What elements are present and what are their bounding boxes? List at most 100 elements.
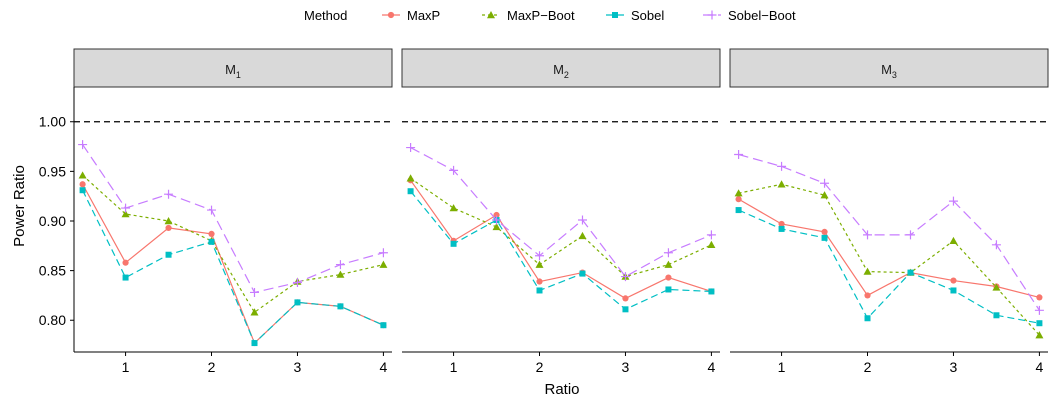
x-tick-label: 2: [208, 359, 216, 375]
data-point: [1035, 331, 1044, 339]
data-point: [450, 240, 457, 247]
data-point: [380, 322, 387, 329]
data-point: [407, 188, 414, 195]
data-point: [121, 203, 131, 213]
facet-label: M1: [225, 62, 241, 80]
series-line: [410, 177, 712, 278]
y-axis-title: Power Ratio: [11, 165, 28, 247]
data-point: [1036, 294, 1043, 301]
data-point: [950, 287, 957, 294]
data-point: [706, 230, 716, 240]
data-point: [863, 230, 873, 240]
data-point: [950, 277, 957, 284]
data-point: [577, 215, 587, 225]
facet-label: M3: [881, 62, 897, 80]
data-point: [579, 270, 586, 277]
series-line: [82, 144, 384, 294]
y-tick-label: 1.00: [39, 114, 66, 130]
x-axis-title: Ratio: [544, 381, 579, 398]
data-point: [406, 143, 416, 153]
legend-item-maxp-boot: MaxP−Boot: [482, 8, 575, 23]
series-line: [82, 183, 384, 345]
panel-3: M3 1 2 3 4: [729, 48, 1049, 375]
series-line: [410, 147, 712, 278]
data-point: [820, 178, 830, 188]
data-point: [734, 149, 744, 159]
legend-item-sobel: Sobel: [606, 8, 664, 23]
data-point: [536, 278, 543, 285]
series-line: [82, 189, 384, 345]
data-point: [735, 196, 742, 203]
data-point: [734, 189, 743, 197]
legend-label: MaxP: [407, 8, 440, 23]
data-point: [578, 231, 587, 240]
data-point: [122, 259, 129, 266]
series-maxp: [407, 177, 715, 302]
x-tick-label: 3: [294, 359, 302, 375]
data-point: [336, 270, 345, 278]
x-tick-label: 4: [380, 359, 388, 375]
data-point: [78, 140, 88, 150]
x-tick-label: 4: [1036, 359, 1044, 375]
x-tick-label: 1: [122, 359, 130, 375]
x-tick-label: 4: [708, 359, 716, 375]
data-point: [778, 225, 785, 232]
data-point: [251, 340, 258, 347]
data-point: [863, 267, 872, 275]
panel-2: M2 1 2 3 4: [401, 48, 721, 375]
data-point: [78, 171, 87, 179]
x-tick-label: 1: [450, 359, 458, 375]
x-tick-label: 2: [536, 359, 544, 375]
data-point: [707, 240, 716, 249]
data-point: [864, 315, 871, 322]
legend-item-maxp: MaxP: [382, 8, 440, 23]
data-point: [735, 207, 742, 214]
data-point: [664, 260, 673, 268]
series-line: [410, 179, 712, 300]
data-point: [622, 295, 629, 302]
data-point: [777, 180, 786, 188]
data-point: [992, 283, 1001, 291]
data-point: [122, 274, 129, 281]
data-point: [378, 248, 388, 258]
legend-key-marker: [387, 11, 395, 19]
y-tick-label: 0.95: [39, 163, 66, 179]
facet-label: M2: [553, 62, 569, 80]
legend-key-marker: [487, 11, 495, 19]
data-point: [449, 204, 458, 212]
data-point: [207, 205, 217, 215]
x-tick-label: 1: [778, 359, 786, 375]
data-point: [820, 191, 829, 199]
x-tick-label: 2: [864, 359, 872, 375]
y-tick-label: 0.90: [39, 213, 66, 229]
data-point: [493, 211, 500, 219]
data-point: [821, 228, 828, 236]
data-point: [1036, 320, 1043, 327]
data-point: [905, 230, 915, 240]
data-point: [294, 299, 301, 306]
data-point: [121, 210, 130, 218]
series-sobel: [735, 207, 1043, 327]
data-point: [665, 286, 672, 293]
y-tick-label: 0.85: [39, 263, 66, 279]
data-point: [406, 174, 415, 182]
data-point: [337, 303, 344, 310]
data-point: [79, 181, 86, 188]
y-axis: 0.80 0.85 0.90 0.95 1.00: [39, 87, 75, 352]
series-maxp-boot: [734, 180, 1044, 339]
legend-key-marker: [612, 12, 618, 18]
data-point: [250, 308, 259, 316]
legend: Method MaxP MaxP−Boot Sobel Sobel−Boot: [304, 8, 796, 23]
data-point: [907, 269, 914, 276]
legend-label: Sobel: [631, 8, 664, 23]
data-point: [948, 196, 958, 206]
panel-1: M1 1 2 3 4: [73, 48, 393, 375]
data-point: [1034, 305, 1044, 315]
series-sobel-boot: [734, 149, 1044, 315]
data-point: [949, 236, 958, 245]
legend-title: Method: [304, 8, 347, 23]
data-point: [449, 165, 459, 175]
data-point: [165, 224, 172, 232]
y-tick-label: 0.80: [39, 312, 66, 328]
